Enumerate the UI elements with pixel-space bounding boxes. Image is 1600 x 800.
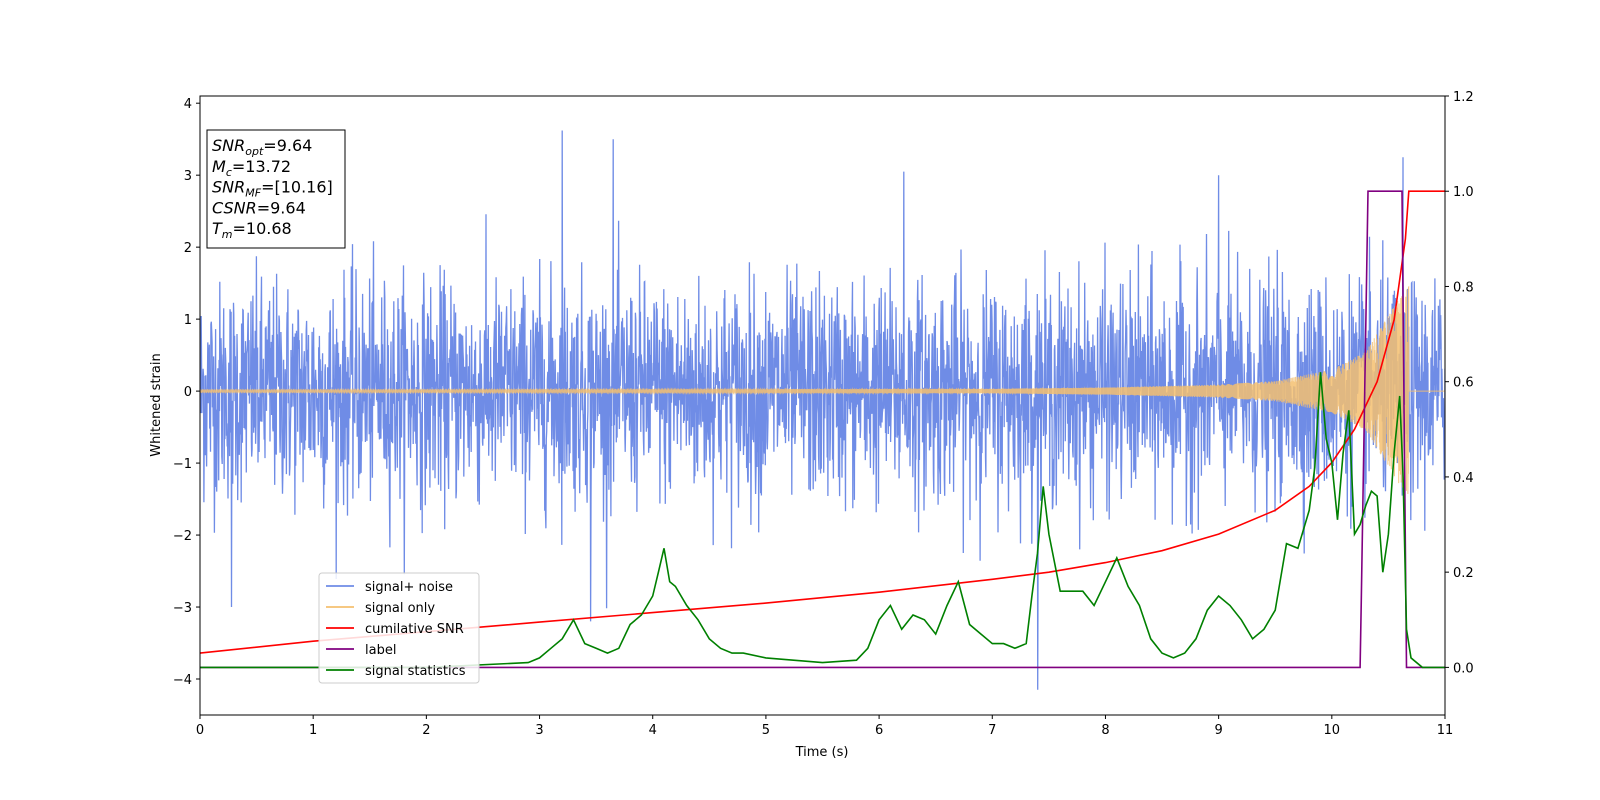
x-tick-label: 9 [1214, 723, 1222, 738]
y2-tick-label: 0.0 [1453, 661, 1474, 676]
x-tick-label: 2 [422, 723, 430, 738]
x-tick-label: 4 [649, 723, 657, 738]
y-tick-label: −3 [173, 601, 192, 616]
legend-frame [318, 572, 480, 684]
y-axis-label: Whitened strain [149, 353, 164, 456]
x-tick-label: 8 [1101, 723, 1109, 738]
annotation-line: Tm=10.68 [212, 219, 292, 241]
legend-entry: signal statistics [365, 664, 466, 679]
series-line-signal-only [200, 285, 1445, 495]
y2-tick-label: 0.4 [1453, 471, 1474, 486]
y2-tick-label: 1.2 [1453, 90, 1474, 105]
x-tick-label: 6 [875, 723, 883, 738]
x-tick-label: 10 [1324, 723, 1341, 738]
annotation-box: SNRopt=9.64Mc=13.72SNRMF=[10.16]CSNR=9.6… [206, 129, 346, 249]
annotation-frame [206, 129, 346, 249]
series-layer [200, 130, 1445, 690]
series-line-signal-noise [200, 130, 1445, 690]
y-axis-left: −4 −3 −2 −1 0 1 2 3 4 [173, 97, 200, 688]
x-tick-label: 11 [1437, 723, 1454, 738]
y-tick-label: 2 [184, 241, 192, 256]
y2-tick-label: 0.2 [1453, 566, 1474, 581]
y2-tick-label: 0.6 [1453, 376, 1474, 391]
annotation-line: SNRMF=[10.16] [212, 178, 333, 200]
x-axis-label: Time (s) [795, 745, 849, 760]
legend: signal+ noise signal only cumilative SNR la… [318, 572, 480, 684]
x-tick-label: 0 [196, 723, 204, 738]
legend-entry: label [365, 643, 396, 658]
y2-tick-label: 0.8 [1453, 280, 1474, 295]
y-tick-label: 1 [184, 313, 192, 328]
legend-entry: cumilative SNR [365, 622, 464, 637]
y-tick-label: 4 [184, 97, 192, 112]
annotation-line: Mc=13.72 [212, 157, 291, 179]
x-tick-label: 5 [762, 723, 770, 738]
plot-frame [199, 95, 1446, 716]
x-tick-label: 7 [988, 723, 996, 738]
y-tick-label: −4 [173, 673, 192, 688]
x-axis: 0 1 2 3 4 5 6 7 8 9 10 11 [196, 715, 1453, 738]
annotation-line: SNRopt=9.64 [212, 136, 312, 158]
legend-entry: signal only [365, 601, 435, 616]
x-tick-label: 1 [309, 723, 317, 738]
y-tick-label: −2 [173, 529, 192, 544]
series-line-label [200, 190, 1445, 669]
legend-entry: signal+ noise [365, 580, 453, 595]
series-line-cumilative-snr [200, 190, 1445, 654]
y2-tick-label: 1.0 [1453, 185, 1474, 200]
y-axis-right: 0.0 0.2 0.4 0.6 0.8 1.0 1.2 [1445, 90, 1474, 676]
series-line-signal-statistics [200, 372, 1445, 669]
annotation-line: CSNR=9.64 [212, 198, 306, 217]
y-tick-label: 0 [184, 385, 192, 400]
y-tick-label: −1 [173, 457, 192, 472]
x-tick-label: 3 [535, 723, 543, 738]
y-tick-label: 3 [184, 169, 192, 184]
